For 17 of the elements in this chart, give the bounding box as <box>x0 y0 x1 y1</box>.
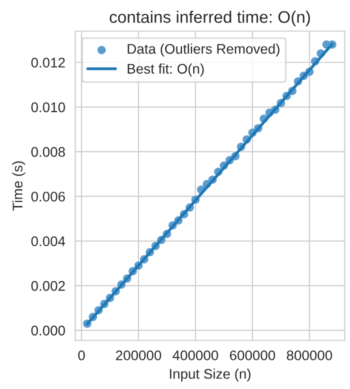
y-tick-label: 0.002 <box>31 281 65 291</box>
legend-label: Data (Outliers Removed) <box>128 44 280 57</box>
y-tick-label: 0.008 <box>31 147 65 157</box>
x-axis-title: Input Size (n) <box>170 368 250 382</box>
y-tick-label: 0.000 <box>31 326 65 336</box>
y-tick-label: 0.004 <box>31 236 66 246</box>
x-tick-label: 0 <box>78 350 85 360</box>
y-axis-title: Time (s) <box>12 161 26 211</box>
y-tick-label: 0.010 <box>31 102 65 112</box>
x-tick-label: 600000 <box>230 350 276 360</box>
legend-label: Best fit: O(n) <box>128 64 204 76</box>
x-tick-label: 400000 <box>172 350 218 360</box>
x-tick-label: 800000 <box>286 350 332 360</box>
chart-title: contains inferred time: O(n) <box>110 10 310 26</box>
x-tick-label: 200000 <box>116 350 162 360</box>
y-tick-label: 0.012 <box>31 58 65 68</box>
y-tick-label: 0.006 <box>31 192 65 202</box>
